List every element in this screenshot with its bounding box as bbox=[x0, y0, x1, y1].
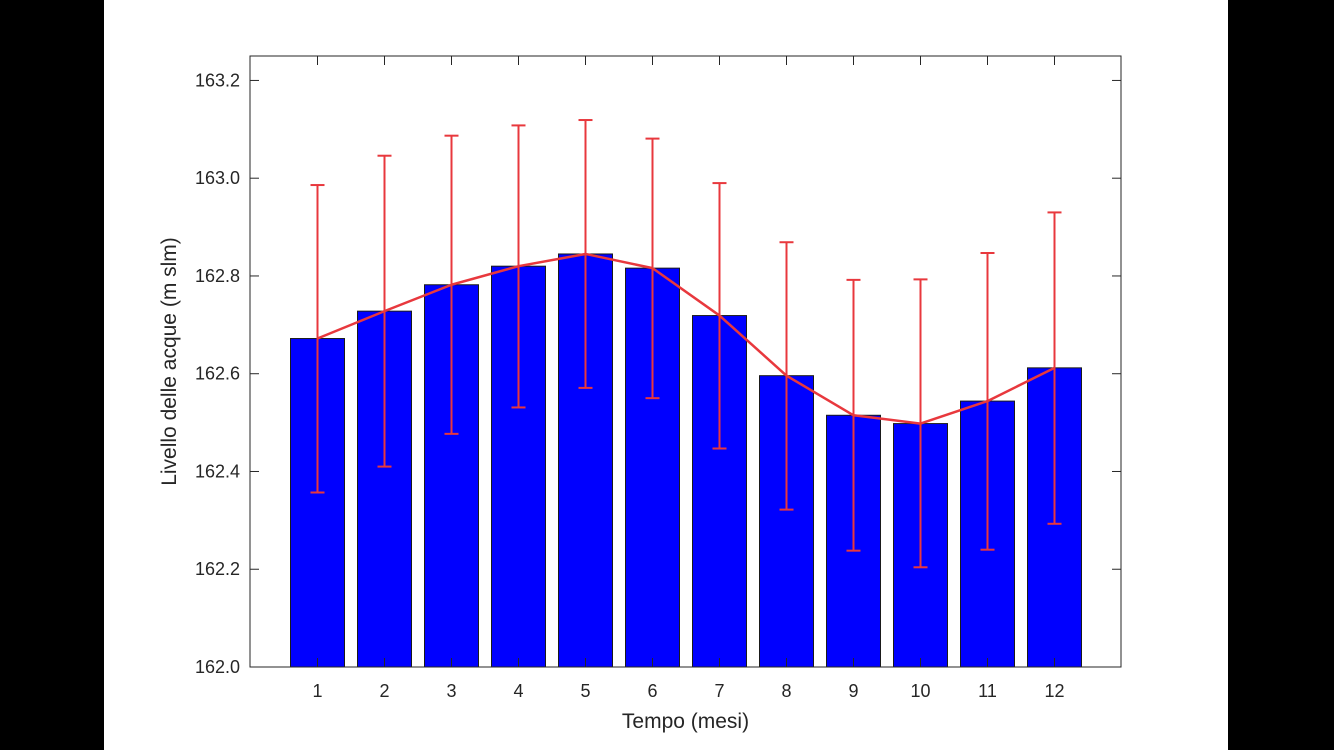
x-tick-label: 3 bbox=[446, 681, 456, 701]
bars-layer bbox=[290, 253, 1082, 668]
error-bar-month-10 bbox=[913, 278, 928, 569]
error-bar-month-1 bbox=[310, 184, 325, 494]
x-tick-label: 12 bbox=[1044, 681, 1064, 701]
mean-line bbox=[317, 252, 1056, 425]
error-bar-month-8 bbox=[779, 241, 794, 511]
x-tick-label: 7 bbox=[714, 681, 724, 701]
error-bar-month-7 bbox=[712, 182, 727, 450]
axes-box bbox=[249, 55, 1122, 668]
y-tick-label: 163.0 bbox=[195, 168, 240, 188]
y-axis: 162.0 162.2 162.4 162.6 162.8 163.0 163.2 bbox=[195, 70, 1121, 677]
errorbar-layer bbox=[310, 119, 1062, 569]
error-bar-month-6 bbox=[645, 137, 660, 400]
error-bar-month-11 bbox=[980, 251, 995, 551]
x-tick-label: 11 bbox=[978, 681, 997, 701]
x-tick-label: 5 bbox=[580, 681, 590, 701]
error-bar-month-4 bbox=[511, 124, 526, 409]
y-tick-label: 162.4 bbox=[195, 461, 240, 481]
line-layer bbox=[317, 252, 1056, 425]
x-axis-label: Tempo (mesi) bbox=[622, 710, 749, 733]
y-tick-label: 162.8 bbox=[195, 266, 240, 286]
x-axis: 1 2 3 4 5 6 7 8 9 10 11 12 bbox=[312, 56, 1065, 701]
error-bar-month-9 bbox=[846, 278, 861, 552]
y-tick-label: 162.6 bbox=[195, 364, 240, 384]
x-tick-label: 1 bbox=[312, 681, 322, 701]
x-tick-label: 4 bbox=[513, 681, 523, 701]
x-tick-label: 9 bbox=[848, 681, 858, 701]
y-tick-label: 163.2 bbox=[195, 70, 240, 90]
y-axis-label: Livello delle acque (m slm) bbox=[158, 237, 181, 486]
error-bar-month-5 bbox=[578, 119, 593, 389]
error-bar-month-12 bbox=[1047, 211, 1062, 525]
y-tick-label: 162.0 bbox=[195, 657, 240, 677]
x-tick-label: 2 bbox=[379, 681, 389, 701]
error-bar-month-3 bbox=[444, 134, 459, 435]
x-tick-label: 8 bbox=[781, 681, 791, 701]
y-tick-label: 162.2 bbox=[195, 559, 240, 579]
x-tick-label: 10 bbox=[910, 681, 930, 701]
error-bar-month-2 bbox=[377, 154, 392, 468]
x-tick-label: 6 bbox=[647, 681, 657, 701]
